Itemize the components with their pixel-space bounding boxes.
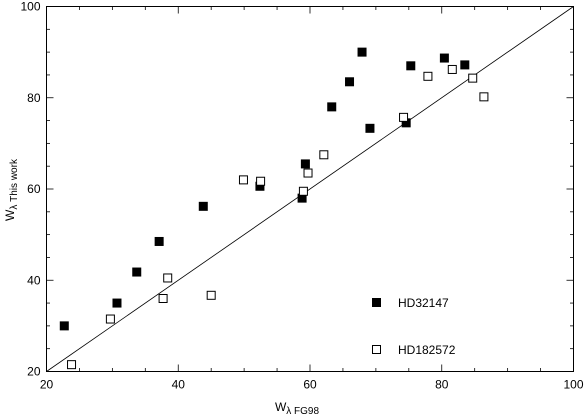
data-point-hd182572 bbox=[67, 360, 77, 370]
data-point-hd182572 bbox=[423, 71, 433, 81]
data-points bbox=[59, 47, 489, 370]
data-point-hd182572 bbox=[256, 176, 266, 186]
data-point-hd182572 bbox=[105, 314, 115, 324]
data-point-hd182572 bbox=[158, 294, 168, 303]
y-tick-label: 20 bbox=[27, 365, 41, 379]
y-tick-label: 60 bbox=[27, 182, 41, 196]
reference-line bbox=[46, 6, 574, 372]
data-point-hd32147 bbox=[300, 159, 310, 169]
x-axis-label-sub: λ FG98 bbox=[286, 406, 319, 416]
data-point-hd182572 bbox=[163, 273, 173, 283]
data-point-hd32147 bbox=[357, 47, 367, 57]
data-point-hd182572 bbox=[303, 168, 313, 178]
y-tick-label: 100 bbox=[20, 0, 40, 14]
data-point-hd32147 bbox=[406, 61, 416, 71]
y-axis-label-sub: λ This work bbox=[9, 158, 20, 210]
legend-label-hd32147: HD32147 bbox=[398, 296, 449, 310]
data-point-hd182572 bbox=[298, 186, 308, 196]
data-point-hd32147 bbox=[365, 123, 375, 133]
data-point-hd182572 bbox=[447, 64, 457, 74]
y-tick-label: 80 bbox=[27, 91, 41, 105]
x-tick-label: 80 bbox=[435, 378, 449, 392]
data-point-hd182572 bbox=[319, 150, 329, 160]
axis-tick-labels: 20 40 60 80 100 20 40 60 80 100 bbox=[20, 0, 583, 392]
data-point-hd32147 bbox=[345, 77, 355, 87]
axis-ticks bbox=[46, 6, 574, 372]
y-axis-label-main: W bbox=[3, 209, 17, 221]
data-point-hd32147 bbox=[59, 321, 69, 331]
y-tick-label: 40 bbox=[27, 273, 41, 287]
data-point-hd182572 bbox=[238, 175, 248, 185]
x-tick-label: 60 bbox=[303, 378, 317, 392]
legend-marker-hd182572 bbox=[372, 345, 381, 354]
x-tick-label: 100 bbox=[563, 378, 583, 392]
data-point-hd182572 bbox=[479, 92, 489, 102]
data-point-hd32147 bbox=[132, 267, 142, 277]
data-point-hd32147 bbox=[154, 236, 164, 246]
data-point-hd182572 bbox=[206, 290, 216, 300]
data-point-hd32147 bbox=[460, 60, 470, 70]
x-axis-label-main: W bbox=[275, 400, 287, 414]
legend-label-hd182572: HD182572 bbox=[398, 343, 456, 357]
legend-marker-hd32147 bbox=[372, 298, 381, 307]
x-axis-label: Wλ FG98 bbox=[275, 400, 320, 416]
legend: HD32147 HD182572 bbox=[372, 296, 456, 357]
data-point-hd182572 bbox=[399, 112, 409, 122]
data-point-hd32147 bbox=[112, 298, 122, 308]
x-tick-label: 40 bbox=[172, 378, 186, 392]
data-point-hd32147 bbox=[327, 102, 337, 112]
data-point-hd182572 bbox=[468, 73, 478, 83]
x-tick-label: 20 bbox=[40, 378, 54, 392]
data-point-hd32147 bbox=[439, 53, 449, 63]
y-axis-label: Wλ This work bbox=[3, 158, 20, 221]
data-point-hd32147 bbox=[198, 201, 208, 211]
